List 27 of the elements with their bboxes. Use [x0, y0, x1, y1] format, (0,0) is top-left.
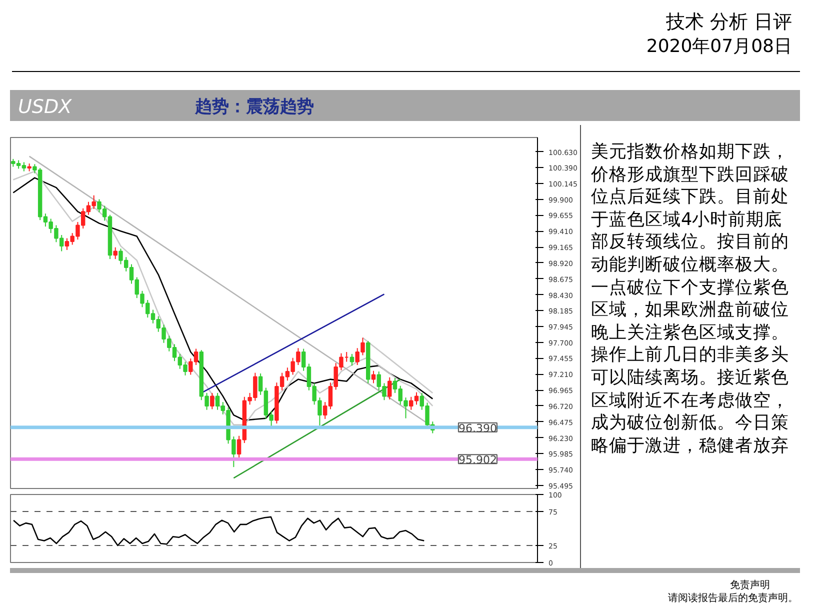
line-series [12, 516, 425, 546]
text: 免责声明 [730, 579, 770, 592]
text: 技术 分析 日评 [666, 10, 792, 35]
text: 区域附近不在考虑做空， [591, 390, 790, 412]
text: 位点后延续下跌。目前处 [591, 186, 790, 209]
candlestick [350, 353, 354, 366]
text: 部反转颈线位。按目前的 [591, 231, 790, 254]
text: 动能判断破位概率极大。 [591, 254, 790, 277]
chart-subtitle: 趋势：震荡趋势 [195, 96, 314, 119]
text: 略偏于激进，稳健者放弃 [591, 434, 790, 458]
text: 于蓝色区域4小时前期底 [591, 208, 784, 232]
text: 价格形成旗型下跌回踩破 [591, 164, 790, 186]
text: 请阅读报告最后的免责声明。 [668, 592, 798, 606]
text: 美元指数价格如期下跌， [591, 141, 790, 164]
candlestick [210, 392, 214, 410]
candlestick [113, 246, 118, 260]
text: 可以陆续离场。接近紫色 [591, 366, 790, 390]
text: 区域，如果欧洲盘前破位 [591, 299, 790, 322]
text: 操作上前几日的非美多头 [591, 344, 790, 367]
text: 2020年07月08日 [646, 35, 792, 59]
chart-title: USDX [18, 95, 72, 120]
text: 成为破位创新低。今日策 [591, 412, 790, 435]
candlestick [388, 376, 392, 400]
text: 晚上关注紫色区域支撑。 [591, 322, 790, 344]
candlestick [371, 370, 376, 384]
text: 一点破位下个支撑位紫色 [591, 276, 790, 300]
ref-line-label: 96.390 [458, 422, 497, 435]
